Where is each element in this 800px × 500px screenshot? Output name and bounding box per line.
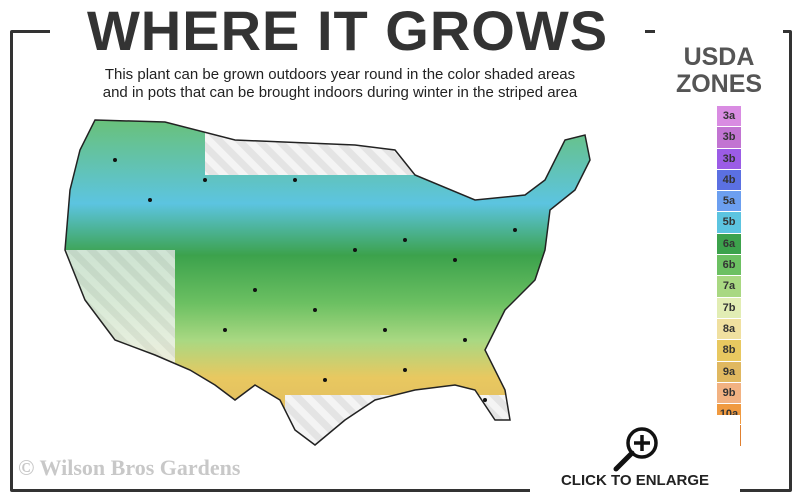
page-title: WHERE IT GROWS — [50, 0, 645, 62]
subtitle: This plant can be grown outdoors year ro… — [40, 66, 640, 102]
zone-swatch-7a: 7a — [717, 276, 741, 297]
zone-swatch-6a: 6a — [717, 233, 741, 255]
zone-swatch-3b: 3b — [717, 148, 741, 169]
subtitle-line-2: and in pots that can be brought indoors … — [102, 84, 578, 101]
usda-zone-map[interactable] — [55, 100, 605, 470]
zone-swatch-7b: 7b — [717, 297, 741, 318]
zone-list: 3a3b3b4b5a5b6a6b7a7b8a8b9a9b10a10b — [717, 106, 741, 447]
zone-swatch-6b: 6b — [717, 255, 741, 276]
zone-swatch-4b: 4b — [717, 169, 741, 191]
striped-area-gulf — [285, 395, 515, 445]
click-to-enlarge-label: CLICK TO ENLARGE — [560, 472, 710, 489]
zone-swatch-8a: 8a — [717, 318, 741, 340]
legend-title-line-1: USDA — [683, 43, 755, 71]
zone-swatch-9b: 9b — [717, 382, 741, 404]
click-to-enlarge-button[interactable]: CLICK TO ENLARGE — [530, 415, 740, 500]
zone-swatch-3a: 3a — [717, 106, 741, 127]
city-dots — [113, 158, 517, 402]
zoom-in-icon — [613, 427, 658, 472]
legend-title: USDA ZONES — [655, 44, 783, 98]
legend-title-line-2: ZONES — [675, 70, 763, 98]
zone-swatch-3b: 3b — [717, 127, 741, 148]
zone-swatch-5a: 5a — [717, 191, 741, 212]
striped-area-north — [205, 120, 425, 175]
zone-swatch-8b: 8b — [717, 340, 741, 361]
subtitle-line-1: This plant can be grown outdoors year ro… — [104, 66, 576, 83]
usda-zones-legend: USDA ZONES 3a3b3b4b5a5b6a6b7a7b8a8b9a9b1… — [655, 30, 783, 470]
copyright-watermark: © Wilson Bros Gardens — [18, 455, 241, 480]
zone-swatch-5b: 5b — [717, 212, 741, 233]
zone-swatch-9a: 9a — [717, 361, 741, 382]
